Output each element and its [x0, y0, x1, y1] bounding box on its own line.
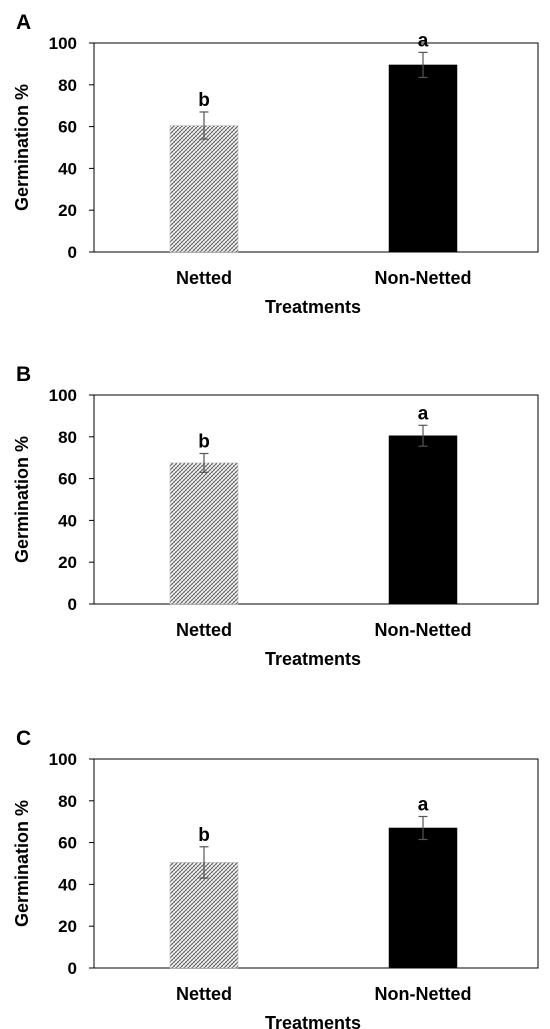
category-label: Non-Netted: [375, 620, 472, 640]
plot-frame: [93, 758, 539, 969]
y-tick-label: 20: [58, 553, 77, 572]
chart-panel-a: A 0 20 40 60 80 100 b Netted a Non-Netted Treatment…: [12, 11, 539, 317]
x-axis-title: Treatments: [265, 1013, 361, 1029]
y-tick-label: 0: [68, 959, 77, 978]
category-label: Non-Netted: [375, 984, 472, 1004]
x-axis-title: Treatments: [265, 649, 361, 669]
significance-label: b: [198, 825, 210, 846]
category-label: Netted: [176, 620, 232, 640]
y-tick-label: 80: [58, 428, 77, 447]
bar-non-netted: [388, 64, 458, 253]
y-tick-label: 80: [58, 76, 77, 95]
y-tick-label: 0: [68, 243, 77, 262]
category-label: Non-Netted: [375, 268, 472, 288]
chart-panel-c: C 0 20 40 60 80 100 b Netted a Non-Netted Treatment…: [12, 727, 539, 1029]
y-tick-label: 40: [58, 511, 77, 530]
y-tick-label: 100: [49, 386, 77, 405]
significance-label: a: [418, 794, 429, 815]
y-tick-label: 40: [58, 875, 77, 894]
y-tick-label: 100: [49, 750, 77, 769]
plot-frame: [93, 42, 539, 253]
y-tick-label: 40: [58, 159, 77, 178]
y-tick-label: 60: [58, 834, 77, 853]
y-axis-title: Germination %: [12, 800, 32, 927]
y-tick-label: 80: [58, 792, 77, 811]
y-axis-title: Germination %: [12, 84, 32, 211]
bar-netted: [169, 862, 239, 969]
bar-non-netted: [388, 435, 458, 605]
bar-netted: [169, 125, 239, 253]
panel-letter: B: [16, 363, 31, 386]
significance-label: a: [418, 403, 429, 424]
y-tick-label: 60: [58, 470, 77, 489]
y-tick-label: 60: [58, 118, 77, 137]
plot-frame: [93, 394, 539, 605]
y-axis-title: Germination %: [12, 436, 32, 563]
significance-label: a: [418, 30, 429, 51]
category-label: Netted: [176, 984, 232, 1004]
y-tick-label: 20: [58, 917, 77, 936]
y-tick-label: 0: [68, 595, 77, 614]
significance-label: b: [198, 90, 210, 111]
panel-letter: C: [16, 727, 31, 750]
bar-netted: [169, 462, 239, 605]
chart-panel-b: B 0 20 40 60 80 100 b Netted a Non-Netted Treatment…: [12, 363, 539, 669]
significance-label: b: [198, 432, 210, 453]
bar-non-netted: [388, 827, 458, 969]
y-tick-label: 100: [49, 34, 77, 53]
category-label: Netted: [176, 268, 232, 288]
y-tick-label: 20: [58, 201, 77, 220]
x-axis-title: Treatments: [265, 297, 361, 317]
panel-letter: A: [16, 11, 31, 34]
